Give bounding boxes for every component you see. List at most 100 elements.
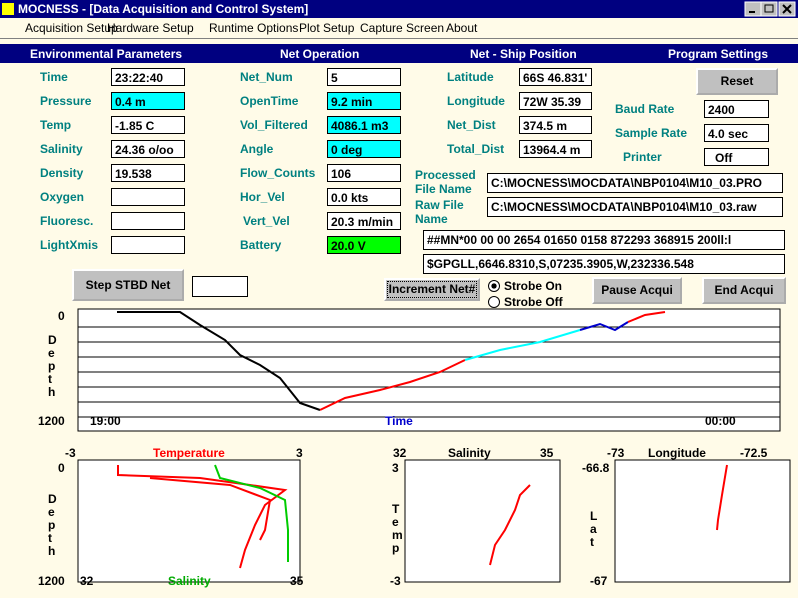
- setting-label: Printer: [623, 150, 662, 164]
- field-label: Fluoresc.: [40, 214, 94, 228]
- menu-item[interactable]: Runtime Options: [209, 21, 299, 35]
- section-title: Program Settings: [668, 47, 769, 61]
- temp-traces: [117, 464, 289, 569]
- axis-title: Depth: [48, 333, 57, 399]
- menu-item[interactable]: Capture Screen: [360, 21, 445, 35]
- plot-top-right: 3: [296, 446, 303, 460]
- y-axis-label: 1200: [38, 414, 65, 428]
- plot-y-title: Depth: [48, 492, 57, 558]
- field-value: 72W 35.39: [519, 92, 592, 110]
- temp-plot-frame: [77, 459, 301, 583]
- radio-button[interactable]: [488, 296, 500, 308]
- radio-label[interactable]: Strobe On: [504, 279, 563, 293]
- plot-top-left: 32: [393, 446, 407, 460]
- plot-y-top: -66.8: [582, 461, 610, 475]
- plot-top-right: -72.5: [740, 446, 768, 460]
- file-path: C:\MOCNESS\MOCDATA\NBP0104\M10_03.raw: [487, 197, 783, 217]
- menu-item[interactable]: Plot Setup: [299, 21, 355, 35]
- section-title: Net - Ship Position: [470, 47, 577, 61]
- field-label: Oxygen: [40, 190, 85, 204]
- radio-button[interactable]: [488, 280, 500, 292]
- field-value: 0.4 m: [111, 92, 185, 110]
- pause-button[interactable]: Pause Acqui: [592, 277, 682, 304]
- lon-plot-frame: [614, 459, 791, 583]
- field-label: Total_Dist: [447, 142, 505, 156]
- field-value: 20.3 m/min: [327, 212, 401, 230]
- file-label: Processed File Name: [415, 168, 476, 196]
- setting-value: 2400: [704, 100, 769, 118]
- field-label: Net_Dist: [447, 118, 496, 132]
- field-value: 23:22:40: [111, 68, 185, 86]
- file-label: Raw File Name: [415, 198, 464, 226]
- field-value: 19.538: [111, 164, 185, 182]
- field-value: 374.5 m: [519, 116, 592, 134]
- setting-value: Off: [704, 148, 769, 166]
- data-stream: $GPGLL,6646.8310,S,07235.3905,W,232336.5…: [423, 254, 785, 274]
- field-value: 24.36 o/oo: [111, 140, 185, 158]
- plot-y-title: Temp: [392, 502, 403, 555]
- plot-top-left: -73: [607, 446, 625, 460]
- plot-bottom-left: 32: [80, 574, 94, 588]
- plot-y-top: 0: [58, 461, 65, 475]
- plot-y-title: Lat: [590, 509, 598, 549]
- field-value: [111, 236, 185, 254]
- field-value: -1.85 C: [111, 116, 185, 134]
- field-label: Vert_Vel: [243, 214, 290, 228]
- menu-item[interactable]: Acquisition Setup: [25, 21, 118, 35]
- title-bar: [0, 0, 798, 18]
- field-label: Latitude: [447, 70, 494, 84]
- x-axis-label: 00:00: [705, 414, 736, 428]
- setting-label: Sample Rate: [615, 126, 688, 140]
- x-axis-title: Time: [385, 414, 413, 428]
- field-label: Net_Num: [240, 70, 293, 84]
- depth-grid: [78, 326, 780, 418]
- setting-label: Baud Rate: [615, 102, 675, 116]
- field-value: 106: [327, 164, 401, 182]
- y-axis-label: 0: [58, 309, 65, 323]
- section-bar: [0, 44, 798, 63]
- step-button[interactable]: Step STBD Net: [72, 269, 184, 301]
- app-icon: [2, 3, 14, 15]
- reset-button[interactable]: Reset: [696, 68, 778, 95]
- field-label: Battery: [240, 238, 282, 252]
- menu-item[interactable]: About: [446, 21, 478, 35]
- depth-plot-frame: [77, 308, 781, 432]
- field-value: 0.0 kts: [327, 188, 401, 206]
- radio-label[interactable]: Strobe Off: [504, 295, 563, 309]
- menu-item[interactable]: Hardware Setup: [107, 21, 194, 35]
- ts-trace: [489, 484, 531, 566]
- plot-y-bottom: -67: [590, 574, 608, 588]
- field-value: [111, 212, 185, 230]
- field-label: Vol_Filtered: [240, 118, 308, 132]
- window-title: MOCNESS - [Data Acquisition and Control …: [18, 2, 309, 16]
- section-title: Net Operation: [280, 47, 360, 61]
- end-button[interactable]: End Acqui: [702, 277, 786, 304]
- step-box: [192, 276, 248, 297]
- depth-trace: [117, 311, 666, 411]
- plot-title: Temperature: [153, 446, 225, 460]
- field-value: 5: [327, 68, 401, 86]
- x-axis-label: 19:00: [90, 414, 121, 428]
- field-label: Time: [40, 70, 68, 84]
- field-label: Temp: [40, 118, 72, 132]
- file-path: C:\MOCNESS\MOCDATA\NBP0104\M10_03.PRO: [487, 173, 783, 193]
- field-value: 4086.1 m3: [327, 116, 401, 134]
- plot-title: Longitude: [648, 446, 706, 460]
- field-label: LightXmis: [40, 238, 99, 252]
- field-value: 66S 46.831': [519, 68, 592, 86]
- field-value: [111, 188, 185, 206]
- increment-button[interactable]: Increment Net#: [384, 278, 480, 301]
- field-value: 0 deg: [327, 140, 401, 158]
- plot-top-left: -3: [65, 446, 76, 460]
- plot-top-right: 35: [540, 446, 554, 460]
- field-value: 20.0 V: [327, 236, 401, 254]
- menu-bar: [0, 18, 798, 39]
- plot-bottom-right: 35: [290, 574, 304, 588]
- field-label: OpenTime: [240, 94, 299, 108]
- plot-y-bottom: -3: [390, 574, 401, 588]
- field-label: Hor_Vel: [240, 190, 285, 204]
- field-label: Pressure: [40, 94, 92, 108]
- field-label: Density: [40, 166, 84, 180]
- field-label: Longitude: [447, 94, 505, 108]
